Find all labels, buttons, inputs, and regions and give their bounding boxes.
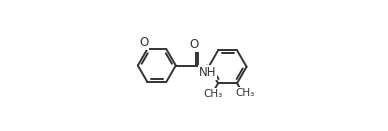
Text: CH₃: CH₃ (203, 89, 222, 99)
Text: O: O (189, 38, 199, 51)
Text: NH: NH (199, 66, 216, 79)
Text: CH₃: CH₃ (235, 88, 254, 98)
Text: O: O (139, 36, 149, 50)
